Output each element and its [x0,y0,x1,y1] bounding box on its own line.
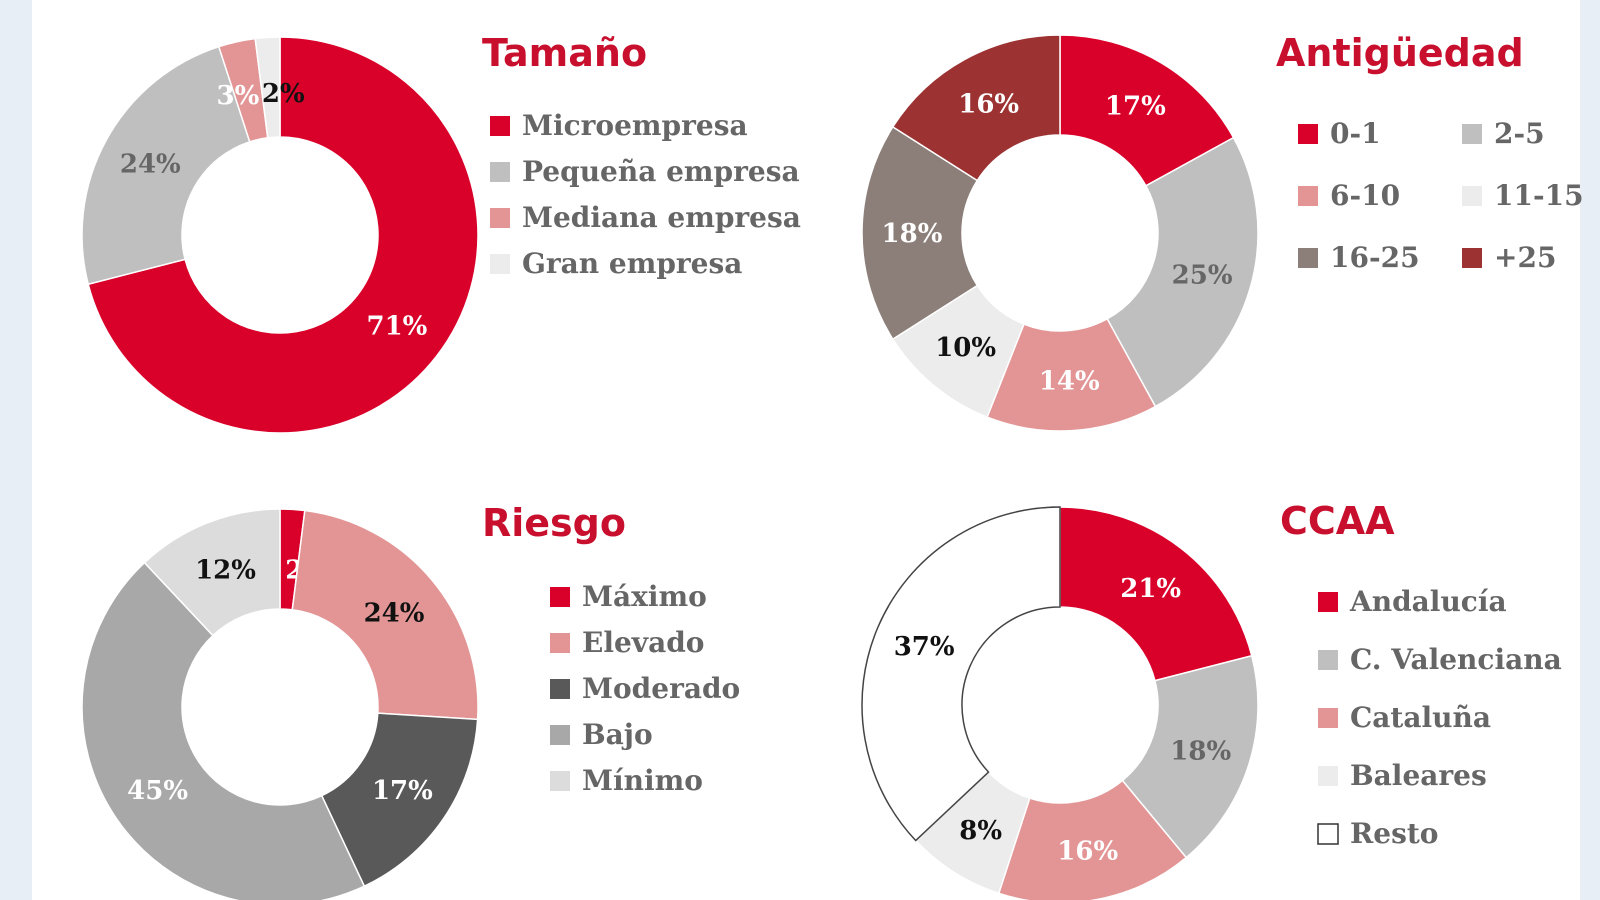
antiguedad-slice-1 [1106,136,1259,408]
antiguedad-legend-label-2: 6-10 [1330,179,1400,212]
chart-tamano: 71% 24% 3% 2% Tamaño Microempresa Pequeña empr… [81,31,801,434]
tamano-legend-swatch-0 [490,116,510,136]
tamano-chart-title: Tamaño [482,31,647,75]
chart-antiguedad: 17% 25% 14% 10% 18% 16% Antigüedad 0-1 2-5 6-10 11… [861,31,1584,432]
ccaa-legend: Andalucía C. Valenciana Cataluña Baleares Re… [1317,585,1562,850]
riesgo-legend-label-1: Elevado [582,626,704,659]
riesgo-slice-2 [320,712,479,888]
antiguedad-data-label-3: 10% [935,333,996,363]
tamano-legend-swatch-3 [490,254,510,274]
tamano-legend-swatch-2 [490,208,510,228]
ccaa-legend-swatch-3 [1318,766,1338,786]
riesgo-legend-label-3: Bajo [582,718,653,751]
antiguedad-data-label-5: 16% [958,89,1019,119]
antiguedad-legend-swatch-4 [1298,248,1318,268]
antiguedad-legend-swatch-0 [1298,124,1318,144]
antiguedad-slice-4 [861,125,979,341]
antiguedad-slice-0 [1059,34,1235,187]
tamano-slice-1 [81,45,251,286]
antiguedad-legend-label-0: 0-1 [1330,117,1381,150]
ccaa-legend-label-3: Baleares [1350,759,1487,792]
ccaa-data-label-0: 21% [1120,574,1181,604]
tamano-legend-label-0: Microempresa [522,109,748,142]
ccaa-data-label-1: 18% [1170,737,1231,767]
ccaa-data-label-4: 37% [894,632,955,662]
ccaa-data-label-2: 16% [1057,836,1118,866]
tamano-data-label-1: 24% [120,150,181,180]
riesgo-legend-swatch-1 [550,633,570,653]
ccaa-legend-swatch-1 [1318,650,1338,670]
ccaa-legend-label-2: Cataluña [1350,701,1491,734]
antiguedad-data-label-2: 14% [1039,367,1100,397]
riesgo-data-label-2: 17% [372,776,433,806]
tamano-slice-0 [87,36,479,434]
chart-riesgo: 2%24%17%45%12%RiesgoMáximoElevadoModerad… [81,501,740,900]
riesgo-legend-swatch-3 [550,725,570,745]
riesgo-data-label-1: 24% [364,599,425,629]
riesgo-legend-swatch-2 [550,679,570,699]
ccaa-legend-swatch-4 [1317,823,1339,845]
tamano-legend: Microempresa Pequeña empresa Mediana empre… [490,109,801,280]
antiguedad-legend: 0-1 2-5 6-10 11-15 16-25 +25 [1298,117,1584,274]
antiguedad-legend-label-3: 11-15 [1494,179,1584,212]
riesgo-legend: Máximo Elevado Moderado Bajo Mínimo [550,580,740,797]
tamano-slice-3 [254,36,281,139]
chart-ccaa: 21% 18% 16% 8% 37% CCAA Andalucía C. Valenciana… [861,499,1562,900]
riesgo-legend-label-0: Máximo [582,580,707,613]
antiguedad-legend-label-1: 2-5 [1494,117,1545,150]
ccaa-legend-swatch-0 [1318,592,1338,612]
ccaa-legend-swatch-2 [1318,708,1338,728]
riesgo-chart-title: Riesgo [482,501,626,545]
tamano-legend-label-3: Gran empresa [522,247,742,280]
riesgo-slice-3 [81,561,366,900]
riesgo-legend-label-4: Mínimo [582,764,703,797]
antiguedad-legend-swatch-1 [1462,124,1482,144]
ccaa-slice-0 [1059,506,1253,682]
riesgo-legend-swatch-0 [550,587,570,607]
antiguedad-data-label-0: 17% [1105,92,1166,122]
tamano-data-label-3: 2% [262,79,305,109]
antiguedad-legend-label-5: +25 [1494,241,1556,274]
ccaa-slice-1 [1121,654,1259,859]
antiguedad-legend-label-4: 16-25 [1330,241,1420,274]
ccaa-data-label-3: 8% [959,816,1002,846]
riesgo-legend-label-2: Moderado [582,672,740,705]
riesgo-data-label-4: 12% [195,555,256,585]
antiguedad-chart-title: Antigüedad [1276,31,1524,75]
antiguedad-legend-swatch-3 [1462,186,1482,206]
ccaa-chart-title: CCAA [1280,499,1395,543]
tamano-legend-label-2: Mediana empresa [522,201,801,234]
antiguedad-data-label-1: 25% [1172,260,1233,290]
antiguedad-slice-5 [891,34,1061,182]
tamano-legend-swatch-1 [490,162,510,182]
antiguedad-legend-swatch-2 [1298,186,1318,206]
riesgo-slice-1 [291,509,479,721]
ccaa-legend-label-0: Andalucía [1349,585,1507,618]
tamano-legend-label-1: Pequeña empresa [522,155,800,188]
riesgo-data-label-3: 45% [127,776,188,806]
ccaa-slice-2 [997,779,1188,900]
antiguedad-legend-swatch-5 [1462,248,1482,268]
tamano-data-label-2: 3% [216,81,259,111]
riesgo-legend-swatch-4 [550,771,570,791]
tamano-data-label-0: 71% [366,312,427,342]
ccaa-legend-label-1: C. Valenciana [1350,643,1562,676]
ccaa-slice-4 [861,506,1061,842]
chart-panel [32,0,1580,900]
riesgo-slice-4 [143,508,281,637]
antiguedad-data-label-4: 18% [882,219,943,249]
ccaa-legend-label-4: Resto [1350,817,1438,850]
